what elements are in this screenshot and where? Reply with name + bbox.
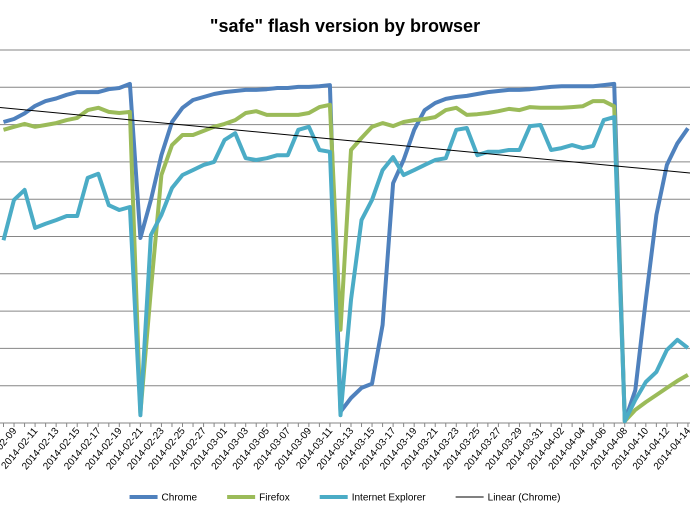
- legend-label: Internet Explorer: [352, 493, 427, 504]
- series-line: [1, 115, 690, 424]
- legend-label: Chrome: [162, 493, 198, 504]
- legend-label: Firefox: [259, 493, 290, 504]
- series-line: [2, 99, 689, 424]
- trendline: [0, 107, 690, 174]
- legend: Chrome Firefox Internet Explorer Linear (Ch…: [129, 493, 561, 504]
- series-line: [2, 81, 690, 424]
- legend-label: Linear (Chrome): [488, 493, 561, 504]
- chart-title: "safe" flash version by browser: [210, 16, 480, 36]
